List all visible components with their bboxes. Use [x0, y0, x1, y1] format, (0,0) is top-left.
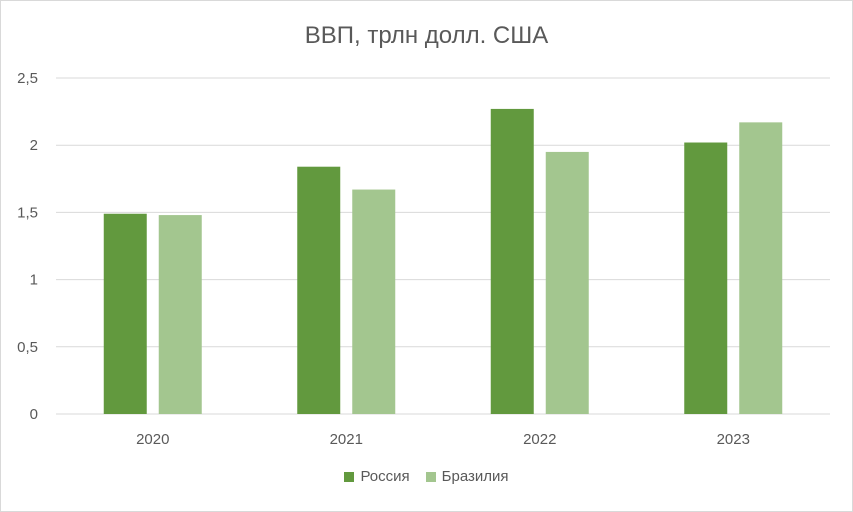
x-tick-label: 2023 — [717, 431, 750, 448]
legend-item-russia: Россия — [344, 468, 410, 485]
y-tick-label: 0 — [30, 406, 38, 423]
legend-label-russia: Россия — [360, 468, 410, 485]
bar-brazil — [545, 151, 589, 415]
x-tick-label: 2020 — [136, 431, 169, 448]
legend: Россия Бразилия — [0, 468, 853, 485]
x-tick-label: 2022 — [523, 431, 556, 448]
bar-russia — [103, 213, 147, 414]
legend-swatch-brazil — [425, 471, 436, 482]
bar-brazil — [352, 189, 396, 414]
legend-item-brazil: Бразилия — [425, 468, 509, 485]
bar-brazil — [739, 122, 783, 415]
x-tick-label: 2021 — [330, 431, 363, 448]
bar-russia — [684, 142, 728, 414]
legend-label-brazil: Бразилия — [441, 468, 509, 485]
y-tick-label: 1 — [30, 272, 38, 289]
chart-title: ВВП, трлн долл. США — [304, 22, 549, 49]
y-tick-label: 1,5 — [17, 204, 38, 221]
y-tick-label: 0,5 — [17, 339, 38, 356]
y-tick-label: 2 — [30, 137, 38, 154]
y-tick-label: 2,5 — [17, 70, 38, 87]
bar-russia — [297, 166, 341, 414]
bar-brazil — [158, 215, 202, 414]
legend-swatch-russia — [344, 471, 355, 482]
bar-russia — [490, 108, 534, 415]
